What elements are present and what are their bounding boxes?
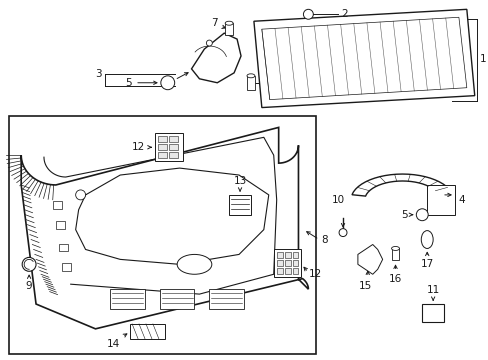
Bar	[130, 324, 164, 339]
Polygon shape	[253, 9, 474, 108]
Text: 17: 17	[420, 260, 433, 269]
Bar	[158, 152, 166, 158]
Text: 1: 1	[479, 54, 486, 64]
Circle shape	[76, 190, 85, 200]
Bar	[276, 260, 282, 266]
Circle shape	[161, 76, 174, 90]
Bar	[160, 289, 194, 309]
Bar	[225, 23, 233, 35]
Bar	[110, 289, 144, 309]
Bar	[168, 136, 177, 142]
Text: 11: 11	[426, 285, 439, 295]
Text: 5: 5	[400, 210, 407, 220]
Text: 9: 9	[26, 281, 32, 291]
Text: 12: 12	[131, 142, 144, 152]
Bar	[158, 136, 166, 142]
Bar	[229, 195, 250, 215]
Circle shape	[22, 257, 36, 271]
Bar	[53, 201, 61, 209]
Bar	[427, 185, 454, 215]
Ellipse shape	[177, 255, 211, 274]
Polygon shape	[21, 127, 308, 329]
Text: 5: 5	[125, 78, 132, 88]
Text: 13: 13	[233, 176, 246, 186]
Bar	[56, 221, 64, 229]
Bar	[284, 268, 290, 274]
Text: 14: 14	[107, 339, 120, 349]
Text: 16: 16	[388, 274, 401, 284]
Polygon shape	[191, 33, 241, 83]
Text: 8: 8	[321, 234, 327, 244]
Polygon shape	[357, 244, 382, 274]
Ellipse shape	[225, 21, 233, 25]
Text: 2: 2	[340, 9, 347, 19]
Bar	[422, 304, 443, 322]
Ellipse shape	[420, 231, 432, 248]
Bar	[292, 252, 298, 258]
Bar	[9, 116, 316, 354]
Text: 7: 7	[210, 18, 217, 28]
Bar	[246, 76, 254, 90]
Circle shape	[415, 209, 427, 221]
Text: 15: 15	[359, 281, 372, 291]
Bar	[292, 260, 298, 266]
Bar	[276, 268, 282, 274]
Bar	[62, 264, 71, 271]
Ellipse shape	[391, 247, 399, 251]
Circle shape	[206, 40, 212, 46]
Text: 6: 6	[270, 78, 277, 88]
Bar	[273, 249, 301, 277]
Bar	[284, 260, 290, 266]
Text: 10: 10	[331, 195, 344, 205]
Bar	[168, 152, 177, 158]
Bar	[292, 268, 298, 274]
Circle shape	[338, 229, 346, 237]
Circle shape	[303, 9, 313, 19]
Bar	[59, 243, 68, 251]
Text: 4: 4	[458, 195, 465, 205]
Text: 3: 3	[95, 69, 102, 79]
Bar	[158, 144, 166, 150]
Polygon shape	[351, 174, 452, 196]
Bar	[155, 133, 182, 161]
Ellipse shape	[246, 74, 254, 78]
Bar	[209, 289, 244, 309]
Text: 12: 12	[308, 269, 321, 279]
Polygon shape	[261, 17, 466, 100]
Bar	[168, 144, 177, 150]
Bar	[391, 248, 399, 260]
Bar	[276, 252, 282, 258]
Bar	[284, 252, 290, 258]
